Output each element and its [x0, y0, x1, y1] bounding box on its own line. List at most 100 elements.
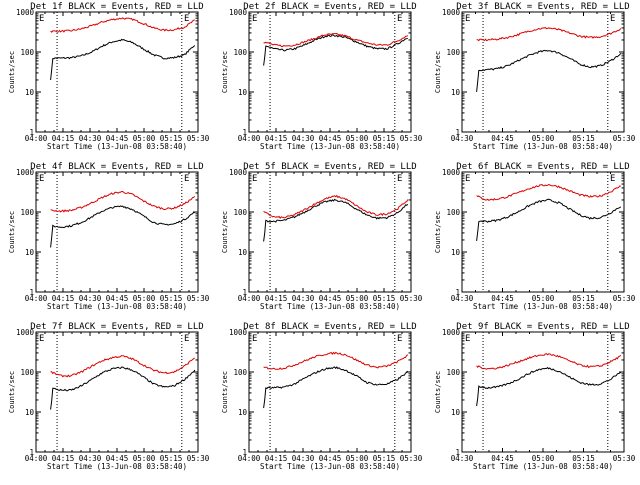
x-tick-label: 04:45	[319, 454, 342, 463]
x-tick-label: 04:45	[491, 294, 514, 303]
x-tick-label: 05:30	[187, 294, 210, 303]
events-series-line	[50, 205, 196, 248]
x-tick-label: 05:30	[613, 294, 636, 303]
x-tick-label: 05:00	[133, 134, 156, 143]
plot-frame	[461, 11, 625, 133]
x-tick-label: 04:45	[106, 294, 129, 303]
y-axis-label: Counts/sec	[434, 371, 442, 413]
x-axis-label: Start Time (13-Jun-08 03:58:40)	[473, 462, 613, 471]
x-tick-label: 04:30	[79, 294, 102, 303]
y-tick-label: 1000	[442, 168, 461, 177]
x-tick-label: 05:15	[373, 134, 396, 143]
x-tick-label: 05:00	[532, 454, 555, 463]
marker-label-start: E	[39, 174, 44, 184]
x-tick-label: 05:15	[160, 294, 183, 303]
marker-label-start: E	[252, 334, 257, 344]
lld-series-line	[263, 32, 409, 48]
panel-title: Det 2f BLACK = Events, RED = LLD	[243, 2, 416, 12]
lld-series-line	[476, 183, 621, 201]
y-tick-label: 10	[451, 88, 461, 97]
plot-frame	[35, 11, 199, 133]
x-tick-label: 04:00	[25, 454, 48, 463]
x-tick-label: 05:30	[613, 134, 636, 143]
x-tick-label: 05:15	[373, 294, 396, 303]
x-tick-label: 04:30	[451, 134, 474, 143]
lld-series-line	[50, 354, 196, 378]
marker-label-start: E	[252, 14, 257, 24]
lld-series-line	[263, 351, 409, 370]
y-tick-label: 1000	[442, 328, 461, 337]
x-tick-label: 04:15	[52, 454, 75, 463]
y-tick-label: 1	[29, 288, 34, 297]
x-tick-label: 05:15	[160, 454, 183, 463]
y-axis-label: Counts/sec	[434, 211, 442, 253]
x-tick-label: 04:30	[79, 454, 102, 463]
y-tick-label: 100	[20, 48, 34, 57]
marker-label-end: E	[184, 14, 189, 24]
x-tick-label: 05:00	[346, 294, 369, 303]
panel-9: Det 9f BLACK = Events, RED = LLD Counts/s…	[434, 322, 636, 471]
y-axis-label: Counts/sec	[434, 51, 442, 93]
y-tick-label: 1	[242, 288, 247, 297]
panel-title: Det 1f BLACK = Events, RED = LLD	[30, 2, 203, 12]
y-axis-label: Counts/sec	[221, 211, 229, 253]
panel-title: Det 4f BLACK = Events, RED = LLD	[30, 162, 203, 172]
plot-frame	[248, 171, 412, 293]
y-axis-label: Counts/sec	[8, 371, 16, 413]
y-tick-label: 1000	[229, 168, 248, 177]
x-axis-label: Start Time (13-Jun-08 03:58:40)	[260, 142, 400, 151]
y-tick-label: 100	[233, 368, 247, 377]
y-tick-label: 1	[455, 288, 460, 297]
panel-title: Det 7f BLACK = Events, RED = LLD	[30, 322, 203, 332]
events-series-line	[263, 366, 409, 409]
lld-series-line	[50, 17, 195, 33]
x-tick-label: 05:00	[346, 134, 369, 143]
x-tick-label: 05:15	[572, 294, 595, 303]
marker-label-start: E	[39, 334, 44, 344]
x-tick-label: 04:45	[319, 134, 342, 143]
x-tick-label: 05:30	[400, 294, 423, 303]
panel-title: Det 5f BLACK = Events, RED = LLD	[243, 162, 416, 172]
x-tick-label: 04:45	[106, 134, 129, 143]
panel-8: Det 8f BLACK = Events, RED = LLD Counts/s…	[221, 322, 423, 471]
y-tick-label: 1	[29, 128, 34, 137]
x-tick-label: 04:30	[292, 294, 315, 303]
panel-3: Det 3f BLACK = Events, RED = LLD Counts/s…	[434, 2, 636, 151]
plot-frame	[461, 331, 625, 453]
x-tick-label: 04:15	[265, 294, 288, 303]
y-tick-label: 100	[233, 208, 247, 217]
x-tick-label: 04:00	[238, 134, 261, 143]
plot-frame	[35, 331, 199, 453]
x-tick-label: 04:15	[52, 134, 75, 143]
marker-label-end: E	[397, 174, 402, 184]
marker-label-end: E	[610, 334, 615, 344]
x-tick-label: 05:15	[572, 454, 595, 463]
lld-series-line	[476, 27, 622, 42]
x-tick-label: 05:15	[160, 134, 183, 143]
x-tick-label: 04:45	[319, 294, 342, 303]
y-axis-label: Counts/sec	[8, 51, 16, 93]
events-series-line	[476, 366, 622, 407]
x-tick-label: 04:30	[451, 454, 474, 463]
y-tick-label: 100	[233, 48, 247, 57]
x-tick-label: 05:30	[187, 454, 210, 463]
y-tick-label: 10	[238, 248, 248, 257]
x-tick-label: 04:45	[491, 454, 514, 463]
marker-label-end: E	[397, 334, 402, 344]
panel-7: Det 7f BLACK = Events, RED = LLD Counts/s…	[8, 322, 210, 471]
plot-frame	[248, 331, 412, 453]
events-series-line	[476, 198, 622, 241]
y-tick-label: 10	[451, 408, 461, 417]
marker-label-start: E	[465, 14, 470, 24]
x-tick-label: 05:00	[532, 294, 555, 303]
plot-frame	[461, 171, 625, 293]
x-tick-label: 05:15	[373, 454, 396, 463]
lld-series-line	[263, 194, 409, 220]
panel-title: Det 3f BLACK = Events, RED = LLD	[456, 2, 629, 12]
y-tick-label: 1	[242, 128, 247, 137]
y-tick-label: 1000	[16, 8, 35, 17]
x-tick-label: 05:30	[400, 454, 423, 463]
x-tick-label: 05:30	[187, 134, 210, 143]
x-axis-label: Start Time (13-Jun-08 03:58:40)	[47, 462, 187, 471]
y-tick-label: 1000	[16, 328, 35, 337]
